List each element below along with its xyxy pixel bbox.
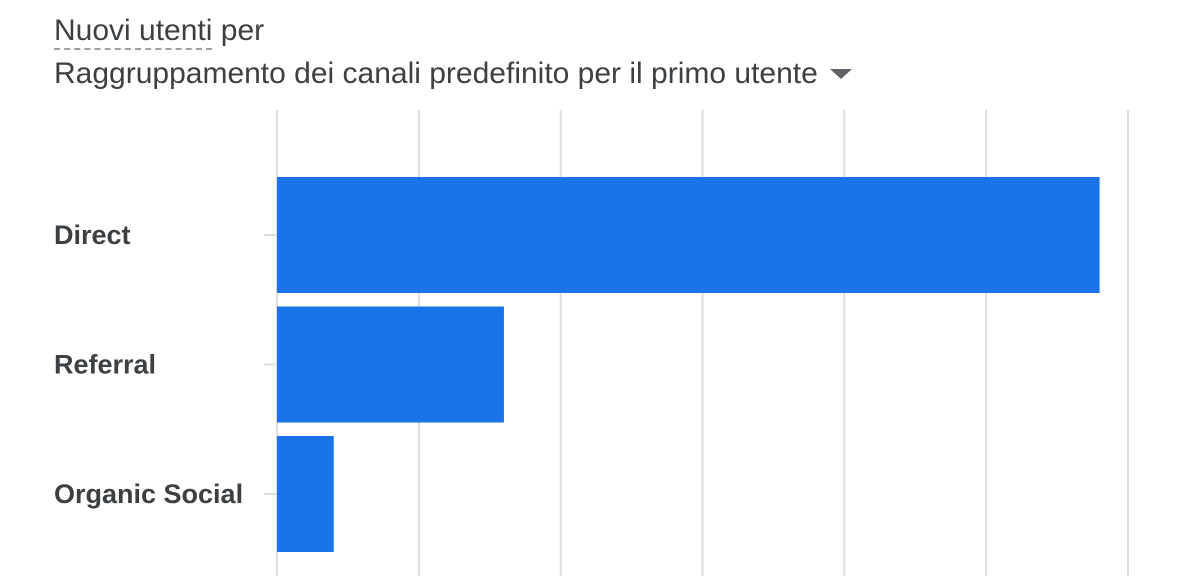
category-label: Organic Social: [54, 479, 243, 509]
category-label: Referral: [54, 350, 156, 380]
bar-referral[interactable]: [277, 307, 504, 423]
category-label: Direct: [54, 220, 131, 250]
bar-direct[interactable]: [277, 177, 1100, 293]
bar-organic-social[interactable]: [277, 436, 334, 552]
